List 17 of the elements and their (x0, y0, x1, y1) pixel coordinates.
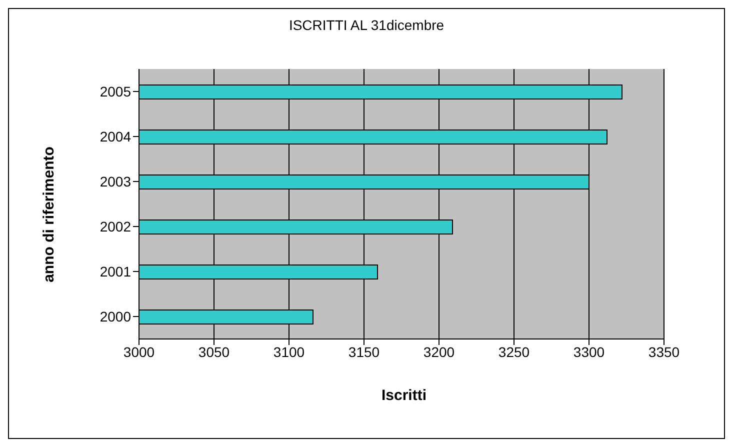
x-tick-label: 3000 (123, 344, 155, 360)
y-tick-label: 2001 (100, 263, 132, 280)
x-tick-label: 3350 (648, 344, 680, 360)
y-tick-label: 2004 (100, 128, 132, 144)
x-tick-label: 3300 (573, 344, 605, 360)
y-tick-label: 2000 (100, 308, 132, 324)
x-tick-label: 3200 (423, 344, 455, 360)
y-tick-label: 2002 (100, 218, 132, 234)
y-tick-label: 2005 (100, 83, 132, 100)
x-axis-title: Iscritti (380, 387, 428, 404)
y-axis-title: anno di riferimento (40, 146, 58, 282)
chart-title: ISCRITTI AL 31dicembre (288, 17, 446, 33)
x-tick-label: 3150 (348, 344, 380, 360)
x-tick-label: 3250 (498, 344, 530, 360)
y-tick-label: 2003 (100, 173, 132, 190)
x-tick-label: 3100 (273, 344, 305, 360)
x-tick-label: 3050 (198, 344, 230, 360)
